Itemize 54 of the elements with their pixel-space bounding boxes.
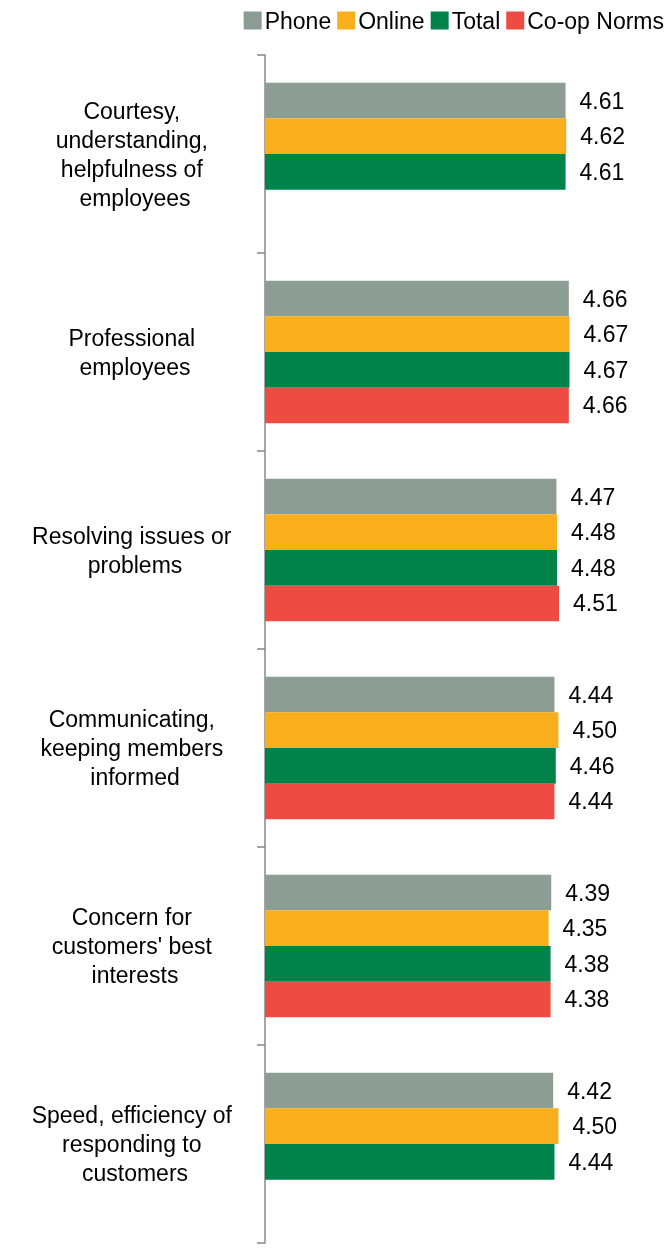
bar [265, 387, 569, 424]
bar [265, 316, 570, 352]
bar [265, 478, 557, 515]
data-label: 4.50 [572, 717, 618, 744]
bar [265, 352, 570, 388]
data-label: 4.62 [580, 123, 625, 150]
data-label: 4.44 [568, 788, 614, 815]
bar [265, 118, 567, 154]
bar [265, 1144, 555, 1180]
y-tick-label: Concern for customers' best interests [51, 904, 219, 988]
data-label: 4.44 [568, 681, 614, 708]
data-label: 4.50 [572, 1113, 618, 1140]
data-label: 4.44 [568, 1148, 614, 1175]
bar [265, 981, 551, 1018]
bar [265, 82, 566, 119]
data-label: 4.38 [564, 950, 610, 977]
bar [265, 1108, 559, 1144]
bar [265, 946, 551, 982]
bar [265, 783, 555, 820]
bar [265, 280, 569, 317]
legend-label: Phone [264, 7, 332, 34]
bar [265, 712, 559, 748]
data-label: 4.66 [582, 392, 628, 419]
y-tick-label: Speed, efficiency of responding to customers [31, 1102, 239, 1186]
data-label: 4.38 [564, 986, 610, 1013]
legend-label: Co-op Norms [527, 7, 665, 34]
bar [265, 514, 558, 550]
bar [265, 676, 555, 713]
data-label: 4.48 [571, 519, 616, 546]
y-tick-label: Courtesy, understanding, helpfulness of employees [55, 97, 215, 211]
data-label: 4.51 [573, 590, 618, 617]
data-label: 4.47 [570, 483, 616, 510]
data-label: 4.66 [582, 285, 628, 312]
y-tick-label: Professional employees [68, 324, 202, 380]
data-label: 4.67 [583, 321, 629, 348]
bar [265, 748, 556, 784]
bar [265, 585, 560, 622]
bar [265, 550, 558, 586]
data-label: 4.61 [579, 87, 625, 114]
data-label: 4.48 [571, 554, 616, 581]
data-label: 4.35 [562, 915, 608, 942]
bar [265, 1072, 554, 1109]
legend-label: Total [451, 7, 501, 34]
data-label: 4.61 [579, 158, 625, 185]
y-tick-label: Resolving issues or problems [32, 522, 238, 578]
data-label: 4.42 [567, 1077, 612, 1104]
data-label: 4.67 [583, 356, 629, 383]
bar [265, 874, 552, 911]
data-label: 4.46 [569, 752, 615, 779]
legend-label: Online [358, 7, 425, 34]
bar [265, 154, 566, 190]
bar [265, 910, 549, 946]
y-tick-label: Communicating, keeping members informed [40, 706, 230, 790]
data-label: 4.39 [565, 879, 610, 906]
